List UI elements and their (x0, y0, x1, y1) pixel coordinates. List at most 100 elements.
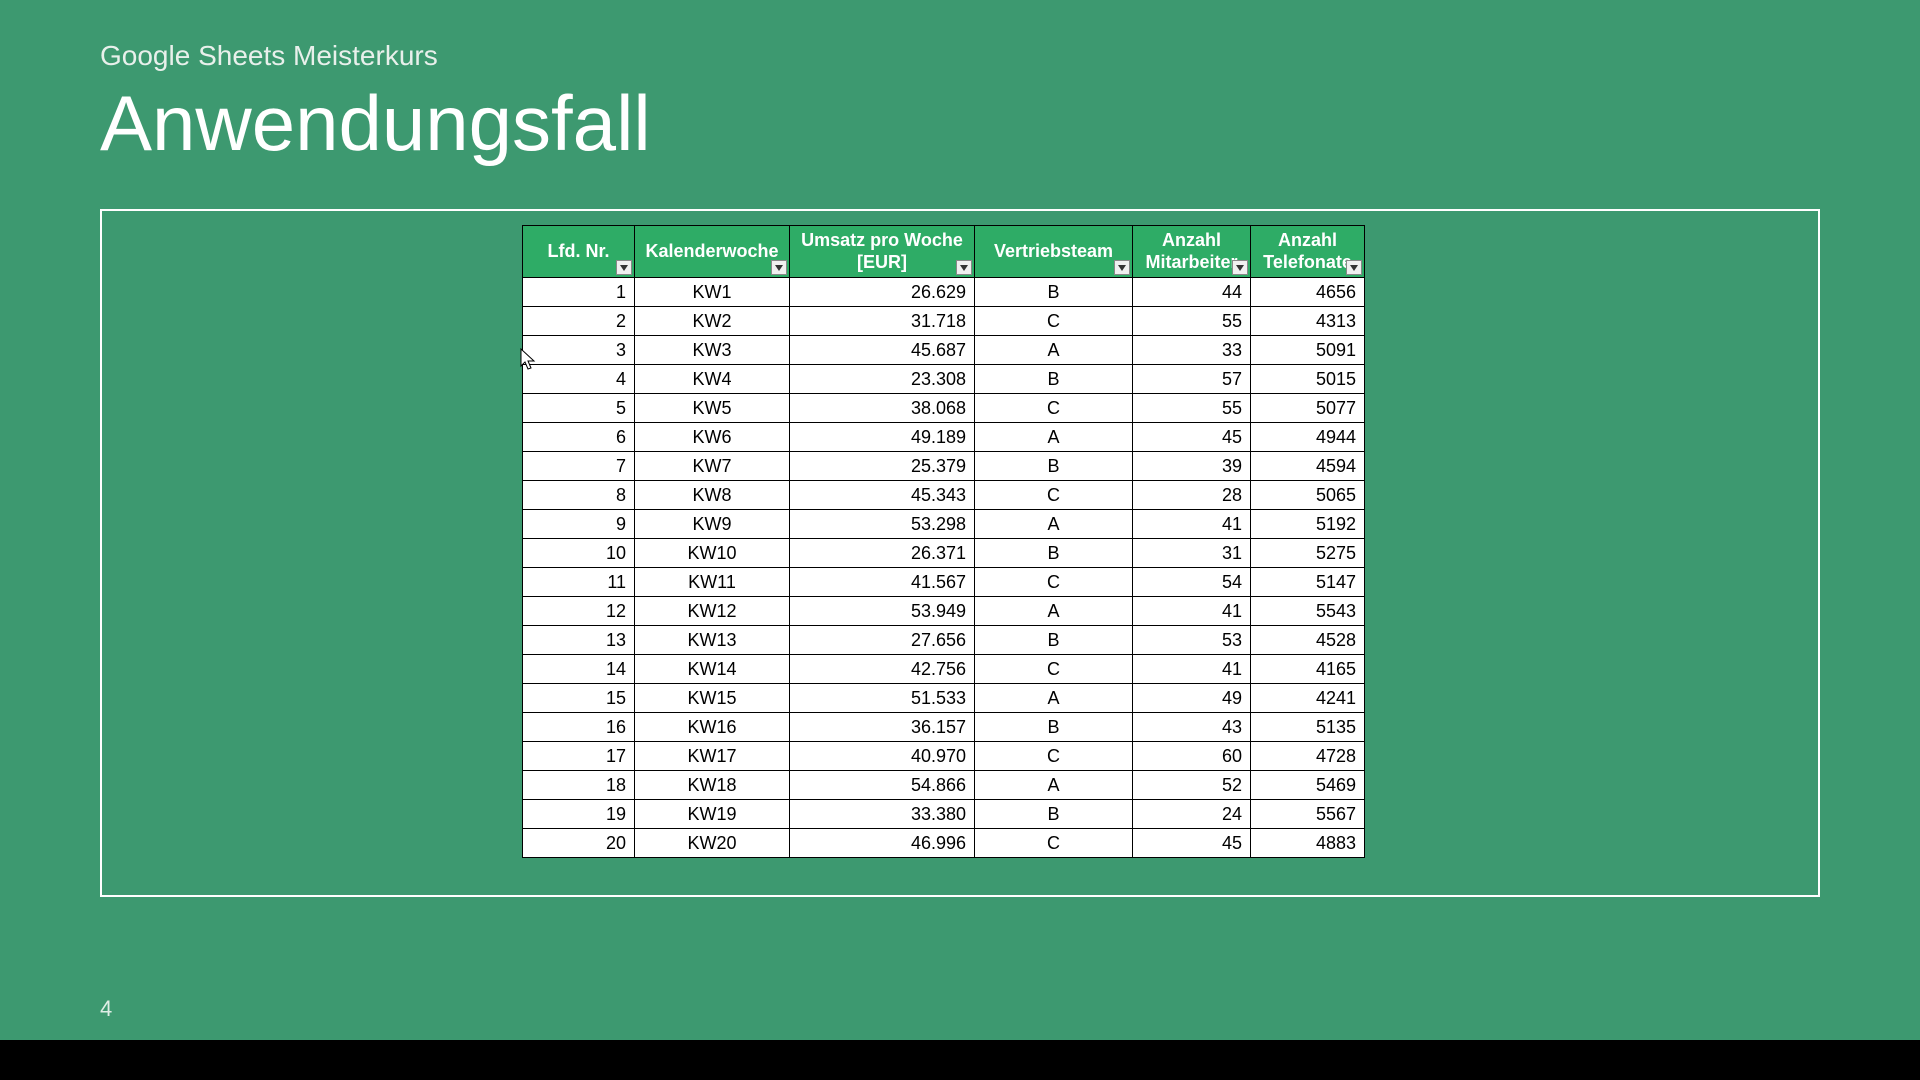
table-cell: 5015 (1251, 365, 1365, 394)
table-row: 4KW423.308B575015 (523, 365, 1365, 394)
table-cell: 39 (1133, 452, 1251, 481)
table-cell: 10 (523, 539, 635, 568)
table-cell: 38.068 (790, 394, 975, 423)
table-cell: KW16 (635, 713, 790, 742)
table-cell: 43 (1133, 713, 1251, 742)
table-cell: 9 (523, 510, 635, 539)
table-cell: 49.189 (790, 423, 975, 452)
table-row: 3KW345.687A335091 (523, 336, 1365, 365)
table-cell: 36.157 (790, 713, 975, 742)
table-cell: 5091 (1251, 336, 1365, 365)
table-cell: KW7 (635, 452, 790, 481)
table-cell: 53.298 (790, 510, 975, 539)
slide-title: Anwendungsfall (100, 78, 1820, 169)
table-cell: 53 (1133, 626, 1251, 655)
table-cell: C (975, 829, 1133, 858)
table-cell: KW5 (635, 394, 790, 423)
table-cell: KW2 (635, 307, 790, 336)
filter-dropdown-icon[interactable] (1232, 260, 1248, 275)
table-cell: 53.949 (790, 597, 975, 626)
table-row: 5KW538.068C555077 (523, 394, 1365, 423)
table-cell: 27.656 (790, 626, 975, 655)
table-cell: 4165 (1251, 655, 1365, 684)
table-cell: 31 (1133, 539, 1251, 568)
table-cell: 7 (523, 452, 635, 481)
table-cell: A (975, 336, 1133, 365)
table-cell: 5275 (1251, 539, 1365, 568)
table-cell: KW9 (635, 510, 790, 539)
table-cell: 4313 (1251, 307, 1365, 336)
table-cell: 13 (523, 626, 635, 655)
table-row: 13KW1327.656B534528 (523, 626, 1365, 655)
col-header-umsatz[interactable]: Umsatz pro Woche [EUR] (790, 226, 975, 278)
table-cell: KW20 (635, 829, 790, 858)
table-cell: 28 (1133, 481, 1251, 510)
filter-dropdown-icon[interactable] (1346, 260, 1362, 275)
table-cell: 20 (523, 829, 635, 858)
table-row: 18KW1854.866A525469 (523, 771, 1365, 800)
table-cell: 55 (1133, 394, 1251, 423)
slide-subtitle: Google Sheets Meisterkurs (100, 40, 1820, 72)
table-cell: C (975, 394, 1133, 423)
table-cell: 4883 (1251, 829, 1365, 858)
table-cell: A (975, 423, 1133, 452)
table-cell: 33 (1133, 336, 1251, 365)
table-cell: 51.533 (790, 684, 975, 713)
table-cell: 26.371 (790, 539, 975, 568)
filter-dropdown-icon[interactable] (616, 260, 632, 275)
table-cell: 46.996 (790, 829, 975, 858)
content-frame: Lfd. Nr. Kalenderwoche Umsatz pro Woche … (100, 209, 1820, 897)
table-cell: 5077 (1251, 394, 1365, 423)
col-label: Kalenderwoche (645, 241, 778, 261)
col-header-lfdnr[interactable]: Lfd. Nr. (523, 226, 635, 278)
table-row: 8KW845.343C285065 (523, 481, 1365, 510)
table-row: 19KW1933.380B245567 (523, 800, 1365, 829)
table-cell: KW11 (635, 568, 790, 597)
table-cell: 5147 (1251, 568, 1365, 597)
table-cell: 45.343 (790, 481, 975, 510)
table-cell: A (975, 684, 1133, 713)
col-header-vertriebsteam[interactable]: Vertriebsteam (975, 226, 1133, 278)
table-cell: 45.687 (790, 336, 975, 365)
filter-dropdown-icon[interactable] (771, 260, 787, 275)
table-row: 14KW1442.756C414165 (523, 655, 1365, 684)
table-cell: 6 (523, 423, 635, 452)
table-cell: B (975, 800, 1133, 829)
table-header-row: Lfd. Nr. Kalenderwoche Umsatz pro Woche … (523, 226, 1365, 278)
table-cell: KW1 (635, 278, 790, 307)
col-label: Lfd. Nr. (548, 241, 610, 261)
table-cell: 26.629 (790, 278, 975, 307)
table-cell: 14 (523, 655, 635, 684)
table-cell: A (975, 510, 1133, 539)
table-cell: 54 (1133, 568, 1251, 597)
table-cell: 44 (1133, 278, 1251, 307)
col-header-mitarbeiter[interactable]: Anzahl Mitarbeiter (1133, 226, 1251, 278)
table-cell: 41 (1133, 510, 1251, 539)
table-cell: KW8 (635, 481, 790, 510)
table-cell: 12 (523, 597, 635, 626)
table-cell: B (975, 713, 1133, 742)
table-cell: KW15 (635, 684, 790, 713)
col-label: Vertriebsteam (994, 241, 1113, 261)
table-cell: 4241 (1251, 684, 1365, 713)
table-cell: 41 (1133, 655, 1251, 684)
table-cell: B (975, 626, 1133, 655)
table-cell: 4594 (1251, 452, 1365, 481)
filter-dropdown-icon[interactable] (956, 260, 972, 275)
table-row: 9KW953.298A415192 (523, 510, 1365, 539)
table-row: 2KW231.718C554313 (523, 307, 1365, 336)
table-cell: 18 (523, 771, 635, 800)
table-row: 20KW2046.996C454883 (523, 829, 1365, 858)
table-cell: 31.718 (790, 307, 975, 336)
table-cell: KW17 (635, 742, 790, 771)
table-cell: 19 (523, 800, 635, 829)
table-cell: KW12 (635, 597, 790, 626)
table-cell: 5469 (1251, 771, 1365, 800)
col-header-telefonate[interactable]: Anzahl Telefonate (1251, 226, 1365, 278)
table-row: 17KW1740.970C604728 (523, 742, 1365, 771)
table-cell: 42.756 (790, 655, 975, 684)
col-label: Anzahl Mitarbeiter (1145, 230, 1237, 272)
table-cell: C (975, 655, 1133, 684)
col-header-kalenderwoche[interactable]: Kalenderwoche (635, 226, 790, 278)
filter-dropdown-icon[interactable] (1114, 260, 1130, 275)
